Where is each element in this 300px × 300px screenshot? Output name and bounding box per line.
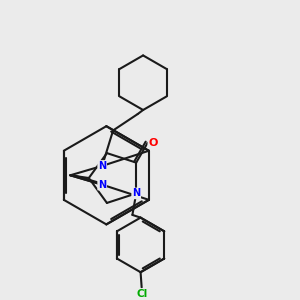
Text: N: N: [132, 188, 140, 198]
Text: O: O: [148, 138, 158, 148]
Text: Cl: Cl: [136, 289, 147, 299]
Text: N: N: [98, 161, 106, 171]
Text: N: N: [98, 180, 106, 190]
